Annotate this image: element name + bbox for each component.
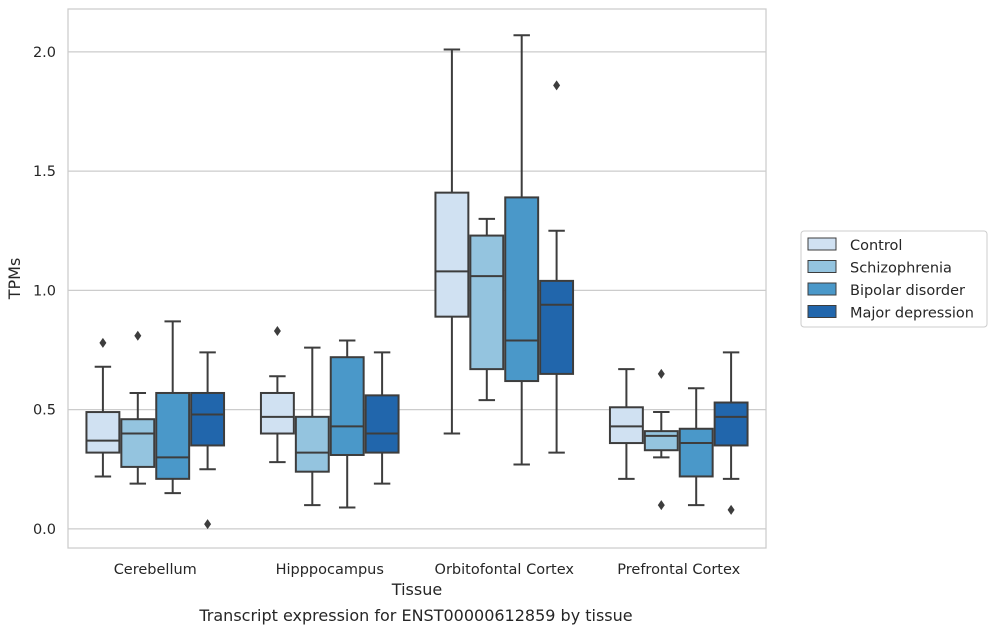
plot-area — [85, 34, 749, 530]
box-major-depression — [539, 80, 575, 454]
box-body — [294, 415, 330, 473]
box-body — [539, 279, 575, 375]
figure-caption: Transcript expression for ENST0000061285… — [199, 606, 633, 625]
box-body — [190, 391, 226, 447]
outlier-point — [273, 325, 281, 336]
x-tick-label: Prefrontal Cortex — [617, 562, 740, 578]
box-major-depression — [713, 351, 749, 515]
outlier-point — [657, 500, 665, 511]
outlier-point — [727, 504, 735, 515]
x-tick-label: Orbitofontal Cortex — [435, 562, 575, 578]
box-bipolar-disorder — [155, 320, 191, 495]
box-body — [364, 394, 400, 454]
legend-swatch — [807, 237, 837, 251]
x-tick-label: Hipppocampus — [276, 562, 384, 578]
legend-swatch — [807, 282, 837, 296]
outlier-point — [204, 519, 212, 530]
box-body — [434, 191, 470, 318]
y-axis-label: TPMs — [5, 258, 24, 301]
y-tick-label: 0.5 — [33, 403, 56, 419]
box-body — [678, 427, 714, 478]
y-tick-label: 0.0 — [33, 522, 56, 538]
box-control — [434, 48, 470, 435]
legend-frame — [800, 230, 988, 328]
box-body — [504, 196, 540, 383]
y-tick-label: 1.0 — [33, 283, 56, 299]
outlier-point — [657, 368, 665, 379]
legend-entry-label: Control — [850, 238, 902, 254]
legend-swatch — [807, 260, 837, 273]
outlier-point — [134, 330, 142, 341]
box-body — [120, 418, 156, 468]
legend-swatch — [807, 305, 837, 318]
plot-frame — [67, 8, 767, 549]
box-body — [155, 391, 191, 480]
box-schizophrenia — [469, 217, 505, 402]
box-control — [85, 337, 121, 478]
box-body — [643, 430, 679, 452]
y-tick-label: 1.5 — [33, 164, 56, 180]
box-major-depression — [364, 351, 400, 485]
legend: Control Schizophrenia Bipolar disorder Majo… — [800, 230, 988, 328]
box-body — [469, 234, 505, 371]
x-axis-ticks: Cerebellum Hipppocampus Orbitofontal Corte… — [114, 562, 741, 578]
box-bipolar-disorder — [504, 34, 540, 466]
outlier-point — [99, 337, 107, 348]
legend-entry-label: Major depression — [850, 306, 974, 322]
x-axis-label: Tissue — [391, 580, 442, 599]
box-schizophrenia — [643, 368, 679, 511]
box-body — [259, 391, 295, 435]
box-body — [608, 406, 644, 445]
legend-entry-label: Bipolar disorder — [850, 283, 965, 299]
y-tick-label: 2.0 — [33, 45, 56, 61]
box-body — [329, 356, 365, 456]
box-schizophrenia — [294, 346, 330, 507]
box-major-depression — [190, 351, 226, 530]
box-body — [85, 411, 121, 454]
box-control — [259, 325, 295, 464]
box-bipolar-disorder — [678, 387, 714, 507]
y-axis-ticks: 0.0 0.5 1.0 1.5 2.0 — [33, 45, 56, 538]
box-schizophrenia — [120, 330, 156, 485]
legend-entry-label: Schizophrenia — [850, 261, 952, 277]
box-control — [608, 368, 644, 480]
x-tick-label: Cerebellum — [114, 562, 197, 578]
box-body — [713, 401, 749, 447]
box-bipolar-disorder — [329, 339, 365, 509]
outlier-point — [553, 80, 561, 91]
